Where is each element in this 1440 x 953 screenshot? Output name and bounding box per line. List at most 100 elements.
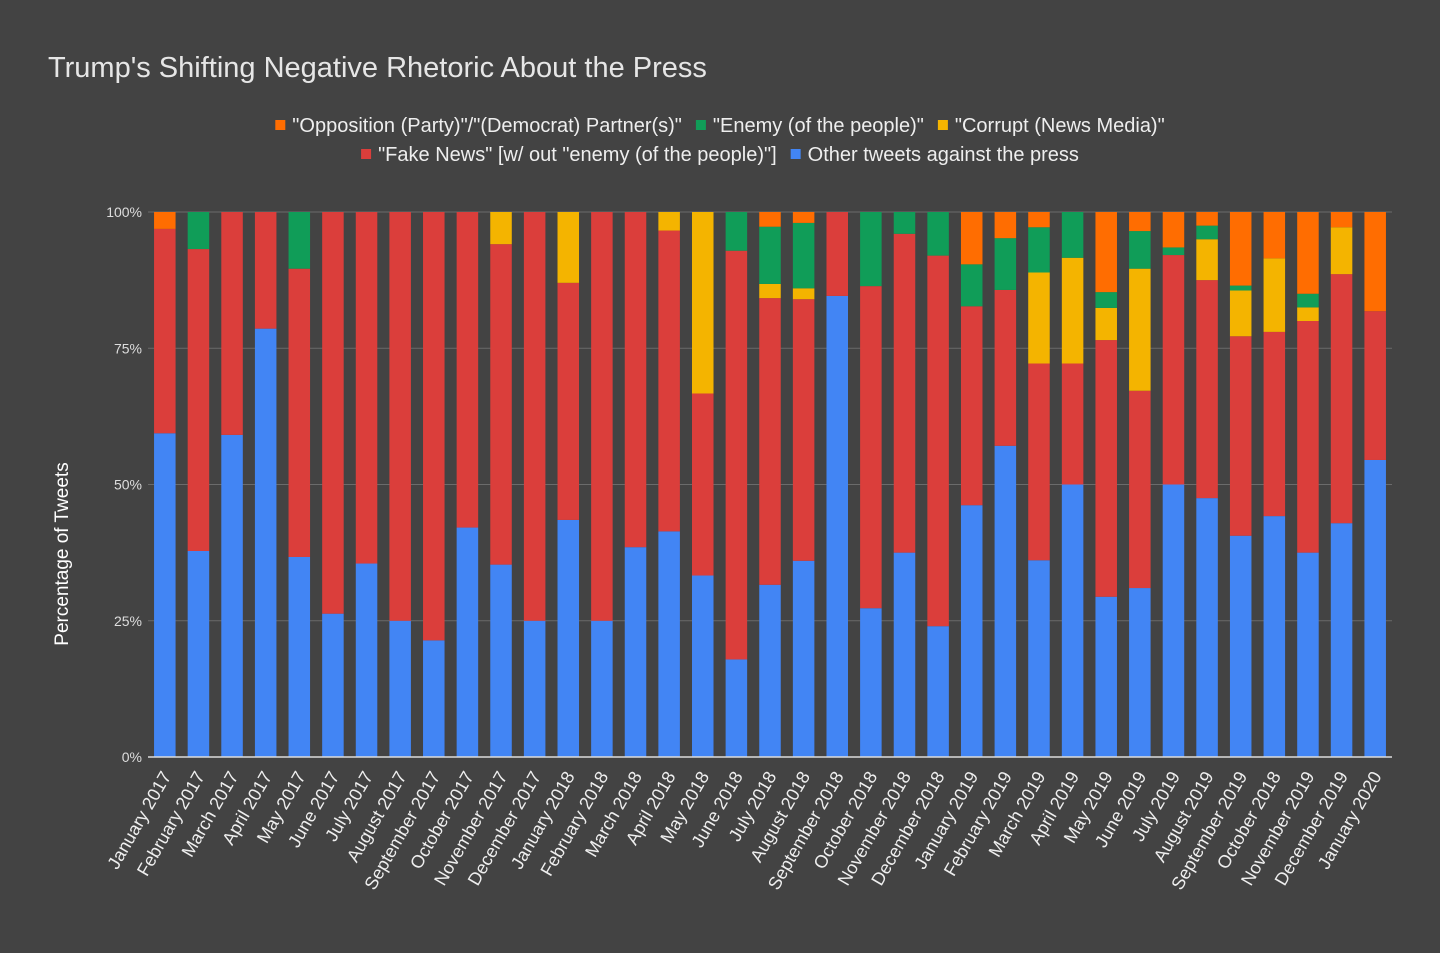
bar-segment xyxy=(1364,212,1386,312)
bar-segment xyxy=(1196,212,1218,226)
bar-segment xyxy=(557,282,580,520)
bar-segment xyxy=(288,212,311,269)
bar-segment xyxy=(1196,239,1218,281)
bar-segment xyxy=(927,255,949,627)
bar-segment xyxy=(759,584,781,757)
legend-label: "Opposition (Party)"/"(Democrat) Partner… xyxy=(292,115,682,137)
bar-segment xyxy=(759,212,781,227)
bar-segment xyxy=(1162,484,1185,757)
legend-label: "Corrupt (News Media)" xyxy=(955,115,1165,137)
bar-segment xyxy=(1061,363,1084,485)
legend-swatch xyxy=(695,120,706,130)
bar-segment xyxy=(725,250,748,660)
bar-segment xyxy=(355,212,378,564)
bar-segment xyxy=(1229,285,1252,291)
bar-segment xyxy=(1229,535,1252,757)
bar-segment xyxy=(490,244,512,565)
bar-segment xyxy=(187,550,210,757)
bar-segment xyxy=(288,556,311,757)
bar-segment xyxy=(288,268,311,557)
bar-segment xyxy=(1263,258,1286,332)
bar-segment xyxy=(557,519,580,757)
bar-segment xyxy=(1095,212,1117,293)
bar-segment xyxy=(1129,212,1151,232)
bar-segment xyxy=(557,212,580,283)
bar-segment xyxy=(1229,212,1252,286)
bar-segment xyxy=(792,299,815,561)
bar-segment xyxy=(1095,596,1117,757)
bar-segment xyxy=(1061,257,1084,364)
bar-segment xyxy=(490,212,512,245)
bar-segment xyxy=(1364,311,1386,460)
bar-segment xyxy=(1061,212,1084,258)
bar-segment xyxy=(1229,336,1252,536)
bar-segment xyxy=(792,560,815,757)
bar-segment xyxy=(1297,321,1319,553)
bar-segment xyxy=(591,620,613,757)
bar-segment xyxy=(1297,293,1319,308)
bar-segment xyxy=(893,552,916,757)
legend-label: "Enemy (of the people)" xyxy=(713,115,924,137)
bar-segment xyxy=(423,212,445,641)
bar-segment xyxy=(658,230,680,532)
bar-segment xyxy=(1229,290,1252,337)
bar-segment xyxy=(1196,280,1218,499)
bar-segment xyxy=(154,212,176,229)
bar-segment xyxy=(456,527,479,757)
bar-segment xyxy=(1028,363,1050,561)
legend-item: "Enemy (of the people)" xyxy=(695,115,924,137)
bar-segment xyxy=(1297,307,1319,321)
legend-item: Other tweets against the press xyxy=(790,144,1079,166)
bar-segment xyxy=(1263,331,1286,517)
bar-segment xyxy=(792,222,815,289)
bar-segment xyxy=(1330,212,1353,228)
bar-segment xyxy=(1297,212,1319,294)
y-axis-label: Percentage of Tweets xyxy=(52,462,73,645)
chart-title: Trump's Shifting Negative Rhetoric About… xyxy=(48,52,707,84)
bar-segment xyxy=(254,328,277,757)
bar-segment xyxy=(389,620,411,757)
bar-segment xyxy=(624,547,647,757)
bar-segment xyxy=(1095,292,1117,308)
bar-segment xyxy=(691,393,714,576)
legend-swatch xyxy=(790,149,801,159)
bar-segment xyxy=(591,212,613,621)
chart-legend: "Opposition (Party)"/"(Democrat) Partner… xyxy=(275,115,1165,166)
bar-segment xyxy=(658,531,680,757)
bar-segment xyxy=(994,445,1017,757)
bar-segment xyxy=(1129,588,1151,757)
bar-segment xyxy=(1364,459,1386,757)
bar-segment xyxy=(1330,274,1353,524)
y-tick-label: 0% xyxy=(122,749,142,765)
bar-segment xyxy=(187,249,210,551)
bar-segment xyxy=(490,564,512,757)
bar-segment xyxy=(1028,212,1050,228)
bar-segment xyxy=(927,212,949,256)
bar-segment xyxy=(423,640,445,757)
bar-segment xyxy=(254,212,277,329)
bar-segment xyxy=(1061,484,1084,757)
bar-segment xyxy=(960,212,983,265)
bar-segment xyxy=(1196,225,1218,240)
bar-segment xyxy=(691,575,714,757)
bar-series xyxy=(154,212,1386,757)
bar-segment xyxy=(1028,272,1050,364)
y-tick-label: 75% xyxy=(114,340,142,356)
bar-segment xyxy=(389,212,411,621)
bar-segment xyxy=(322,212,344,614)
y-tick-label: 25% xyxy=(114,613,142,629)
bar-segment xyxy=(725,659,748,757)
bar-segment xyxy=(1162,212,1185,248)
bar-segment xyxy=(187,212,210,250)
bar-segment xyxy=(1330,523,1353,757)
bar-segment xyxy=(960,505,983,757)
bar-segment xyxy=(994,289,1017,446)
bar-segment xyxy=(860,286,882,609)
legend-label: Other tweets against the press xyxy=(808,144,1079,166)
bar-segment xyxy=(322,613,344,757)
bar-segment xyxy=(523,620,546,757)
bar-segment xyxy=(1129,231,1151,269)
bar-segment xyxy=(927,626,949,757)
bar-segment xyxy=(1129,268,1151,391)
